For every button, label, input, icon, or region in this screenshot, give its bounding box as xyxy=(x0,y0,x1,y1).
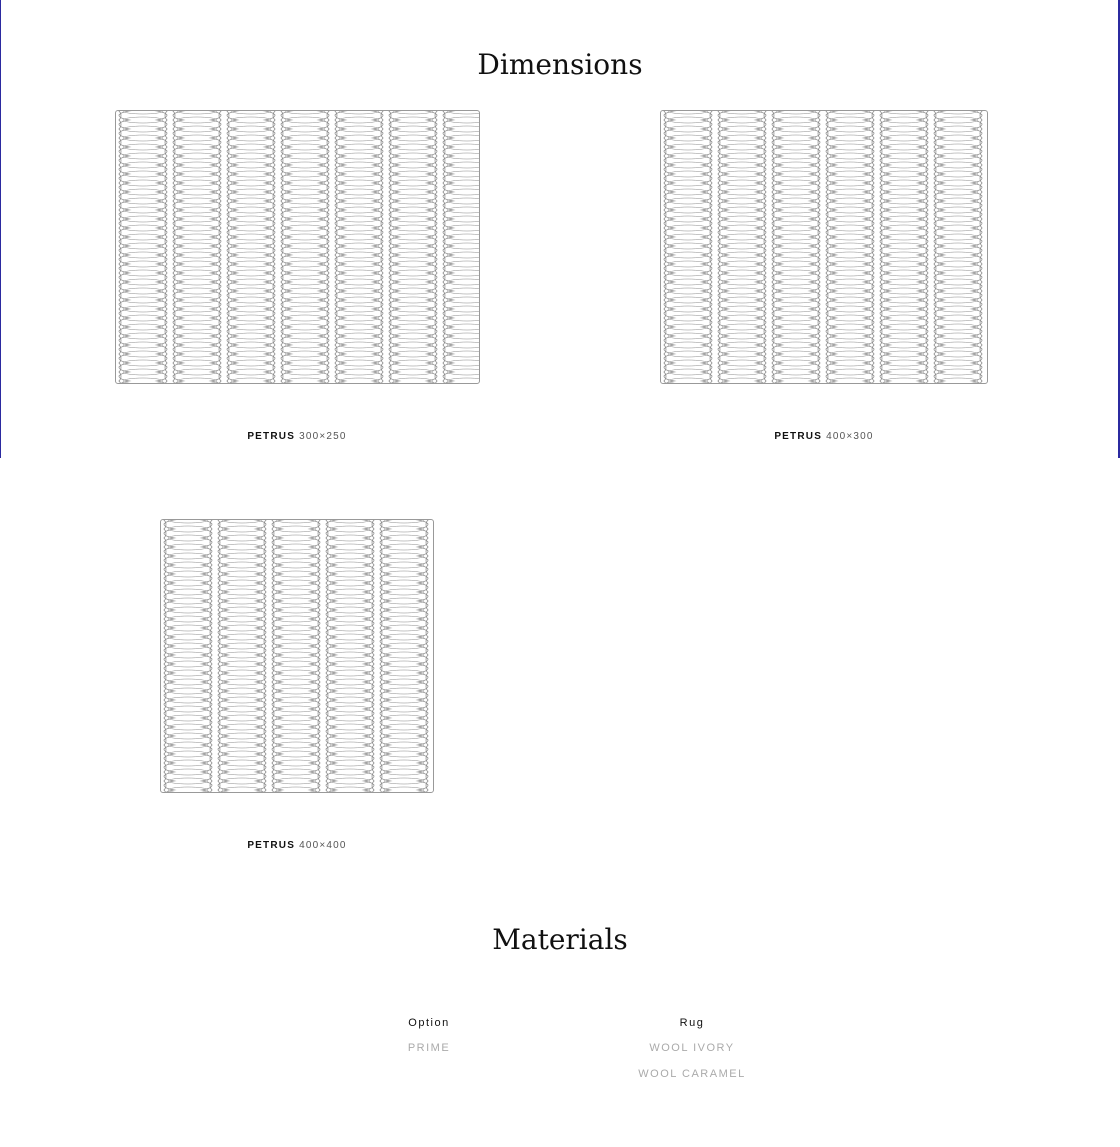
rug-image-300x250[interactable] xyxy=(115,110,480,384)
material-option-prime[interactable]: PRIME xyxy=(407,1042,451,1054)
dimensions-title: Dimensions xyxy=(477,48,643,81)
rug-name: PETRUS xyxy=(247,431,296,442)
rug-pattern xyxy=(661,111,987,383)
rug-image-400x300[interactable] xyxy=(660,110,988,384)
rug-image-400x400[interactable] xyxy=(160,519,434,793)
materials-header-rug: Rug xyxy=(679,1017,705,1029)
rug-caption-300x250: PETRUS 300×250 xyxy=(147,431,447,442)
material-rug-wool-ivory[interactable]: WOOL IVORY xyxy=(649,1042,735,1054)
material-rug-wool-caramel[interactable]: WOOL CARAMEL xyxy=(638,1068,746,1080)
rug-size: 300×250 xyxy=(299,431,347,442)
rug-size: 400×300 xyxy=(826,431,874,442)
rug-pattern xyxy=(116,111,479,383)
rug-size: 400×400 xyxy=(299,840,347,851)
materials-title: Materials xyxy=(492,923,628,956)
rug-caption-400x300: PETRUS 400×300 xyxy=(674,431,974,442)
rug-name: PETRUS xyxy=(774,431,823,442)
rug-caption-400x400: PETRUS 400×400 xyxy=(147,840,447,851)
rug-name: PETRUS xyxy=(247,840,296,851)
materials-header-option: Option xyxy=(408,1017,450,1029)
rug-pattern xyxy=(161,520,433,792)
